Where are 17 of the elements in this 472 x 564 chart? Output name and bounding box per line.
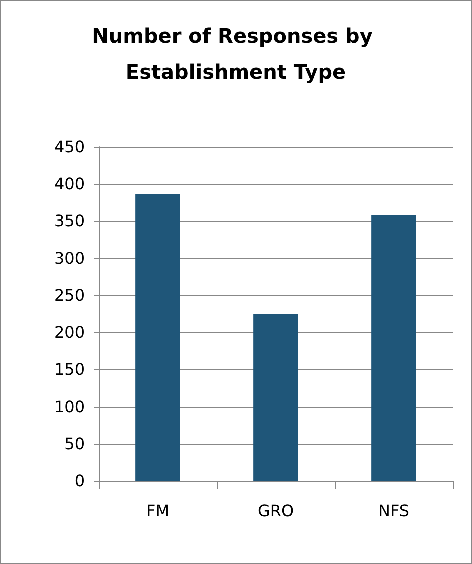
y-tick-label: 300 <box>54 248 85 268</box>
y-tick-label: 150 <box>54 360 85 380</box>
bar <box>372 215 416 481</box>
bar <box>136 194 180 481</box>
x-tick-label: NFS <box>378 502 410 520</box>
y-tick-label: 400 <box>54 174 85 194</box>
y-tick-label: 100 <box>54 397 85 416</box>
y-tick-label: 250 <box>54 286 85 305</box>
y-tick-label: 50 <box>64 434 85 454</box>
y-tick-label: 0 <box>74 472 85 490</box>
y-tick-label: 350 <box>54 212 85 231</box>
x-tick-label: FM <box>146 502 170 520</box>
chart-title: Number of Responses by Establishment Type <box>92 24 380 84</box>
y-tick-label: 200 <box>54 323 85 342</box>
bar <box>254 314 298 481</box>
y-tick-label: 450 <box>54 138 85 156</box>
x-tick-label: GRO <box>258 502 294 520</box>
